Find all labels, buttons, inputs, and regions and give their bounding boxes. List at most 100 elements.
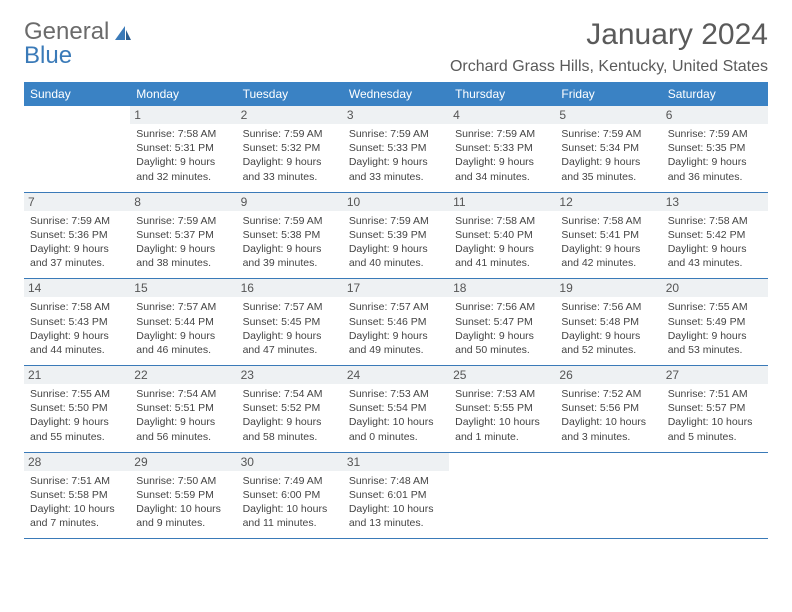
day-cell: 1 Sunrise: 7:58 AMSunset: 5:31 PMDaylight… xyxy=(130,106,236,192)
day-number: 16 xyxy=(237,279,343,297)
day-details: Sunrise: 7:58 AMSunset: 5:31 PMDaylight:… xyxy=(136,127,230,184)
day-number: 2 xyxy=(237,106,343,124)
day-details: Sunrise: 7:54 AMSunset: 5:52 PMDaylight:… xyxy=(243,387,337,444)
day-header: Sunday xyxy=(24,82,130,106)
day-number: 10 xyxy=(343,193,449,211)
day-number: 23 xyxy=(237,366,343,384)
day-number: 4 xyxy=(449,106,555,124)
day-details: Sunrise: 7:53 AMSunset: 5:55 PMDaylight:… xyxy=(455,387,549,444)
day-details: Sunrise: 7:55 AMSunset: 5:50 PMDaylight:… xyxy=(30,387,124,444)
day-details: Sunrise: 7:52 AMSunset: 5:56 PMDaylight:… xyxy=(561,387,655,444)
day-cell: 22Sunrise: 7:54 AMSunset: 5:51 PMDayligh… xyxy=(130,366,236,452)
day-details: Sunrise: 7:51 AMSunset: 5:58 PMDaylight:… xyxy=(30,474,124,531)
day-cell: 29Sunrise: 7:50 AMSunset: 5:59 PMDayligh… xyxy=(130,453,236,539)
day-number: 11 xyxy=(449,193,555,211)
day-number: 15 xyxy=(130,279,236,297)
day-number: 19 xyxy=(555,279,661,297)
day-number: 26 xyxy=(555,366,661,384)
day-details: Sunrise: 7:59 AMSunset: 5:33 PMDaylight:… xyxy=(349,127,443,184)
day-header: Wednesday xyxy=(343,82,449,106)
day-number: 8 xyxy=(130,193,236,211)
day-number: 30 xyxy=(237,453,343,471)
day-cell xyxy=(555,453,661,539)
day-number: 25 xyxy=(449,366,555,384)
day-details: Sunrise: 7:51 AMSunset: 5:57 PMDaylight:… xyxy=(668,387,762,444)
day-cell: 27 Sunrise: 7:51 AMSunset: 5:57 PMDayligh… xyxy=(662,366,768,452)
day-number: 5 xyxy=(555,106,661,124)
day-details: Sunrise: 7:57 AMSunset: 5:44 PMDaylight:… xyxy=(136,300,230,357)
day-details: Sunrise: 7:59 AMSunset: 5:35 PMDaylight:… xyxy=(668,127,762,184)
day-details: Sunrise: 7:57 AMSunset: 5:46 PMDaylight:… xyxy=(349,300,443,357)
day-details: Sunrise: 7:59 AMSunset: 5:39 PMDaylight:… xyxy=(349,214,443,271)
header: General January 2024 xyxy=(24,18,768,54)
week-row: 1 Sunrise: 7:58 AMSunset: 5:31 PMDaylight… xyxy=(24,106,768,193)
day-cell: 21 Sunrise: 7:55 AMSunset: 5:50 PMDayligh… xyxy=(24,366,130,452)
day-number: 27 xyxy=(662,366,768,384)
day-cell: 20 Sunrise: 7:55 AMSunset: 5:49 PMDayligh… xyxy=(662,279,768,365)
day-cell: 5 Sunrise: 7:59 AMSunset: 5:34 PMDaylight… xyxy=(555,106,661,192)
day-details: Sunrise: 7:58 AMSunset: 5:43 PMDaylight:… xyxy=(30,300,124,357)
day-details: Sunrise: 7:59 AMSunset: 5:37 PMDaylight:… xyxy=(136,214,230,271)
day-cell: 30 Sunrise: 7:49 AMSunset: 6:00 PMDayligh… xyxy=(237,453,343,539)
day-cell: 17 Sunrise: 7:57 AMSunset: 5:46 PMDayligh… xyxy=(343,279,449,365)
calendar: Sunday Monday Tuesday Wednesday Thursday… xyxy=(24,82,768,539)
day-number: 21 xyxy=(24,366,130,384)
day-details: Sunrise: 7:48 AMSunset: 6:01 PMDaylight:… xyxy=(349,474,443,531)
day-cell: 24 Sunrise: 7:53 AMSunset: 5:54 PMDayligh… xyxy=(343,366,449,452)
week-row: 28 Sunrise: 7:51 AMSunset: 5:58 PMDayligh… xyxy=(24,453,768,540)
day-number: 3 xyxy=(343,106,449,124)
day-cell: 11Sunrise: 7:58 AMSunset: 5:40 PMDayligh… xyxy=(449,193,555,279)
day-number: 6 xyxy=(662,106,768,124)
title-block: January 2024 xyxy=(586,18,768,54)
day-cell: 16 Sunrise: 7:57 AMSunset: 5:45 PMDayligh… xyxy=(237,279,343,365)
day-cell: 15 Sunrise: 7:57 AMSunset: 5:44 PMDayligh… xyxy=(130,279,236,365)
day-cell: 12 Sunrise: 7:58 AMSunset: 5:41 PMDayligh… xyxy=(555,193,661,279)
day-details: Sunrise: 7:54 AMSunset: 5:51 PMDaylight:… xyxy=(136,387,230,444)
day-cell: 6 Sunrise: 7:59 AMSunset: 5:35 PMDaylight… xyxy=(662,106,768,192)
day-cell: 7Sunrise: 7:59 AMSunset: 5:36 PMDaylight… xyxy=(24,193,130,279)
day-details: Sunrise: 7:59 AMSunset: 5:34 PMDaylight:… xyxy=(561,127,655,184)
day-cell: 19 Sunrise: 7:56 AMSunset: 5:48 PMDayligh… xyxy=(555,279,661,365)
day-details: Sunrise: 7:55 AMSunset: 5:49 PMDaylight:… xyxy=(668,300,762,357)
day-details: Sunrise: 7:49 AMSunset: 6:00 PMDaylight:… xyxy=(243,474,337,531)
day-details: Sunrise: 7:53 AMSunset: 5:54 PMDaylight:… xyxy=(349,387,443,444)
day-cell: 2 Sunrise: 7:59 AMSunset: 5:32 PMDaylight… xyxy=(237,106,343,192)
day-number: 18 xyxy=(449,279,555,297)
day-header: Friday xyxy=(555,82,661,106)
day-details: Sunrise: 7:59 AMSunset: 5:38 PMDaylight:… xyxy=(243,214,337,271)
day-cell: 23 Sunrise: 7:54 AMSunset: 5:52 PMDayligh… xyxy=(237,366,343,452)
day-details: Sunrise: 7:59 AMSunset: 5:32 PMDaylight:… xyxy=(243,127,337,184)
day-number: 20 xyxy=(662,279,768,297)
weeks-container: 1 Sunrise: 7:58 AMSunset: 5:31 PMDaylight… xyxy=(24,106,768,539)
day-number: 1 xyxy=(130,106,236,124)
week-row: 14 Sunrise: 7:58 AMSunset: 5:43 PMDayligh… xyxy=(24,279,768,366)
day-number: 7 xyxy=(24,193,130,211)
day-cell xyxy=(24,106,130,192)
day-details: Sunrise: 7:57 AMSunset: 5:45 PMDaylight:… xyxy=(243,300,337,357)
day-cell xyxy=(662,453,768,539)
week-row: 7Sunrise: 7:59 AMSunset: 5:36 PMDaylight… xyxy=(24,193,768,280)
day-cell: 26 Sunrise: 7:52 AMSunset: 5:56 PMDayligh… xyxy=(555,366,661,452)
day-details: Sunrise: 7:56 AMSunset: 5:47 PMDaylight:… xyxy=(455,300,549,357)
day-number: 24 xyxy=(343,366,449,384)
day-cell: 31 Sunrise: 7:48 AMSunset: 6:01 PMDayligh… xyxy=(343,453,449,539)
day-number: 28 xyxy=(24,453,130,471)
day-number: 14 xyxy=(24,279,130,297)
day-header: Saturday xyxy=(662,82,768,106)
day-number: 17 xyxy=(343,279,449,297)
day-header: Tuesday xyxy=(237,82,343,106)
day-number: 31 xyxy=(343,453,449,471)
day-number: 29 xyxy=(130,453,236,471)
day-cell: 13Sunrise: 7:58 AMSunset: 5:42 PMDayligh… xyxy=(662,193,768,279)
day-number: 13 xyxy=(662,193,768,211)
day-number: 9 xyxy=(237,193,343,211)
day-details: Sunrise: 7:59 AMSunset: 5:33 PMDaylight:… xyxy=(455,127,549,184)
day-cell: 25 Sunrise: 7:53 AMSunset: 5:55 PMDayligh… xyxy=(449,366,555,452)
day-cell: 4 Sunrise: 7:59 AMSunset: 5:33 PMDaylight… xyxy=(449,106,555,192)
day-details: Sunrise: 7:56 AMSunset: 5:48 PMDaylight:… xyxy=(561,300,655,357)
day-number: 12 xyxy=(555,193,661,211)
day-header-row: Sunday Monday Tuesday Wednesday Thursday… xyxy=(24,82,768,106)
day-cell: 8 Sunrise: 7:59 AMSunset: 5:37 PMDaylight… xyxy=(130,193,236,279)
day-details: Sunrise: 7:58 AMSunset: 5:41 PMDaylight:… xyxy=(561,214,655,271)
day-cell: 3 Sunrise: 7:59 AMSunset: 5:33 PMDaylight… xyxy=(343,106,449,192)
